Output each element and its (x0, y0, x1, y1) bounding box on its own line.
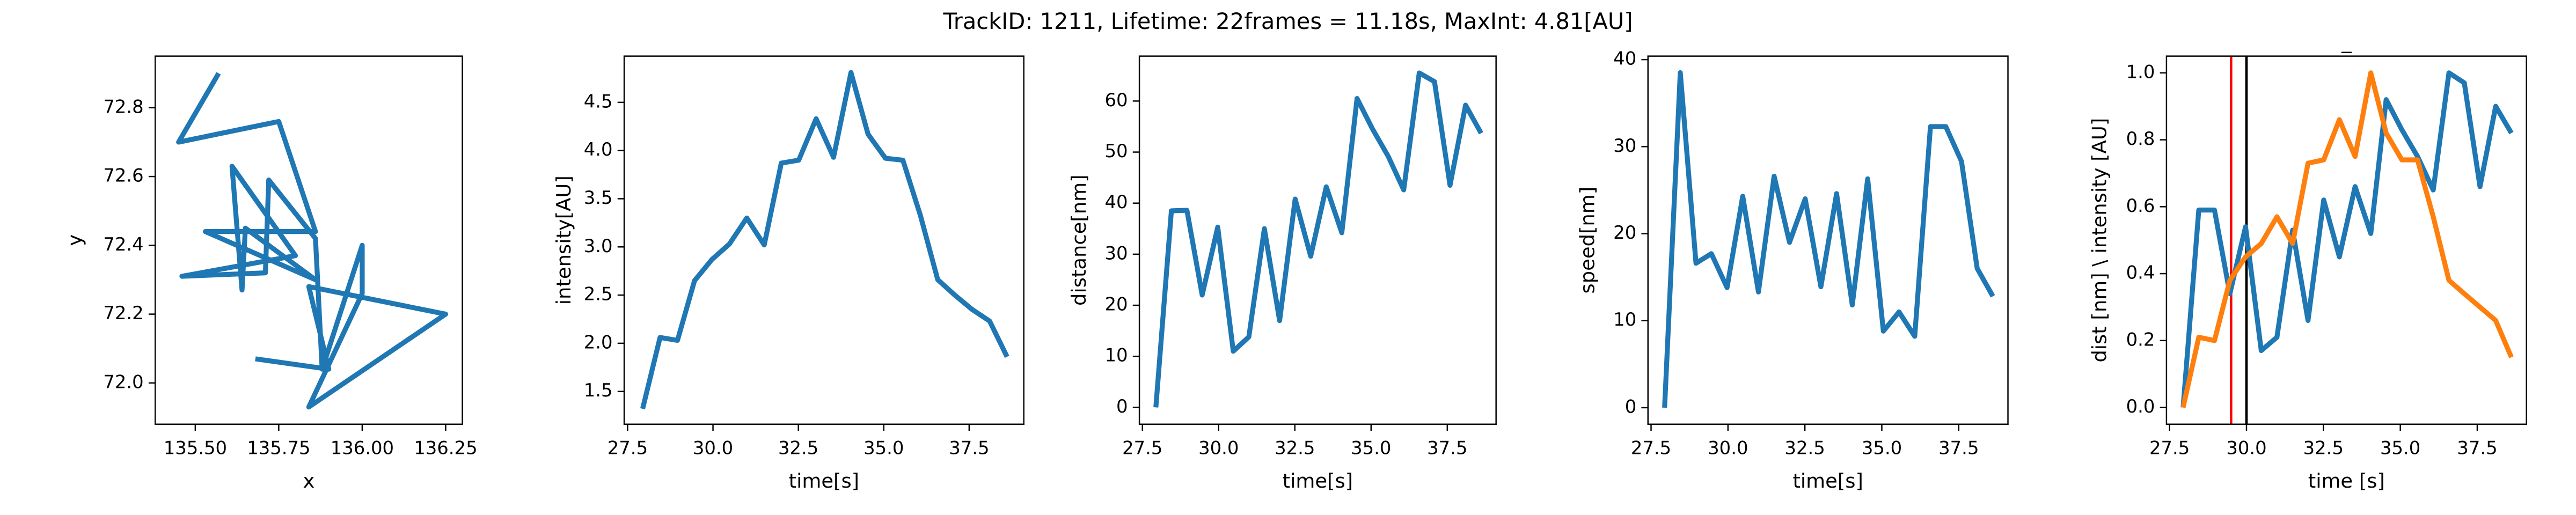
x-tick-label: 27.5 (1122, 437, 1162, 458)
x-tick-label: 37.5 (2457, 437, 2497, 458)
y-tick-label: 0.8 (2126, 128, 2155, 149)
x-tick-label: 37.5 (949, 437, 989, 458)
x-tick-label: 27.5 (2149, 437, 2190, 458)
x-tick-label: 32.5 (2303, 437, 2344, 458)
data-line (2180, 70, 2514, 408)
x-axis-label: time [s] (2308, 469, 2385, 492)
x-tick-label: 35.0 (1862, 437, 1902, 458)
y-tick-label: 4.5 (584, 91, 613, 112)
y-tick-label: 0.2 (2126, 329, 2155, 350)
y-axis-label: dist [nm] \ intensity [AU] (2088, 118, 2111, 363)
x-tick-label: 30.0 (1708, 437, 1748, 458)
x-axis-label: x (303, 469, 314, 492)
axes-frame (155, 55, 463, 425)
y-tick-label: 30 (1613, 135, 1636, 156)
x-tick-label: 30.0 (1198, 437, 1239, 458)
y-tick-label: 72.2 (103, 303, 143, 323)
y-tick-label: 50 (1104, 141, 1128, 161)
figure-title: TrackID: 1211, Lifetime: 22frames = 11.1… (943, 8, 1633, 34)
x-tick-label: 27.5 (1631, 437, 1671, 458)
x-tick-label: 136.00 (331, 437, 394, 458)
y-axis-label: intensity[AU] (552, 175, 575, 305)
x-tick-label: 136.25 (414, 437, 477, 458)
x-tick-label: 32.5 (1784, 437, 1825, 458)
x-tick-label: 32.5 (1275, 437, 1315, 458)
y-tick-label: 20 (1104, 294, 1128, 315)
x-axis-label: time[s] (1792, 469, 1863, 492)
y-tick-label: 0.0 (2126, 396, 2155, 417)
y-tick-label: 1.5 (584, 380, 613, 401)
y-tick-label: 0 (1116, 396, 1128, 417)
y-tick-label: 10 (1104, 345, 1128, 366)
y-tick-label: 40 (1104, 192, 1128, 212)
y-tick-label: 4.0 (584, 139, 613, 160)
axes-frame (623, 55, 1024, 425)
y-tick-label: 2.5 (584, 284, 613, 305)
x-tick-label: 37.5 (1938, 437, 1979, 458)
data-line (176, 72, 449, 410)
x-tick-label: 35.0 (1351, 437, 1391, 458)
y-tick-label: 1.0 (2126, 61, 2155, 82)
y-axis-label: speed[nm] (1576, 187, 1599, 294)
x-tick-label: 35.0 (863, 437, 904, 458)
y-tick-label: 20 (1613, 222, 1636, 243)
axes-frame (1647, 55, 2009, 425)
y-tick-label: 0.6 (2126, 195, 2155, 216)
x-axis-label: time[s] (789, 469, 859, 492)
x-tick-label: 32.5 (778, 437, 818, 458)
y-tick-label: 60 (1104, 90, 1128, 111)
y-tick-label: 0.4 (2126, 262, 2155, 283)
y-tick-label: 0 (1625, 396, 1637, 417)
x-tick-label: 135.75 (247, 437, 310, 458)
axes-frame (2165, 55, 2527, 425)
y-tick-label: 72.6 (103, 165, 143, 186)
y-tick-label: 10 (1613, 309, 1636, 330)
y-tick-label: 40 (1613, 48, 1636, 69)
y-axis-label: distance[nm] (1067, 174, 1091, 306)
x-axis-label: time[s] (1283, 469, 1353, 492)
data-line (1153, 70, 1483, 408)
x-tick-label: 35.0 (2380, 437, 2420, 458)
y-tick-label: 3.5 (584, 187, 613, 208)
x-tick-label: 135.50 (164, 437, 227, 458)
y-tick-label: 72.4 (103, 234, 143, 255)
y-axis-label: y (63, 234, 86, 246)
y-tick-label: 72.0 (103, 371, 143, 392)
x-tick-label: 37.5 (1427, 437, 1467, 458)
data-line (1662, 70, 1995, 408)
x-tick-label: 30.0 (693, 437, 733, 458)
x-tick-label: 30.0 (2226, 437, 2266, 458)
data-line (640, 70, 1009, 410)
y-tick-label: 2.0 (584, 332, 613, 352)
y-tick-label: 3.0 (584, 236, 613, 256)
axes-frame (1138, 55, 1497, 425)
chart-title: _ (2341, 30, 2352, 53)
y-tick-label: 30 (1104, 242, 1128, 263)
y-tick-label: 72.8 (103, 96, 143, 117)
x-tick-label: 27.5 (608, 437, 648, 458)
data-line (2180, 70, 2514, 408)
